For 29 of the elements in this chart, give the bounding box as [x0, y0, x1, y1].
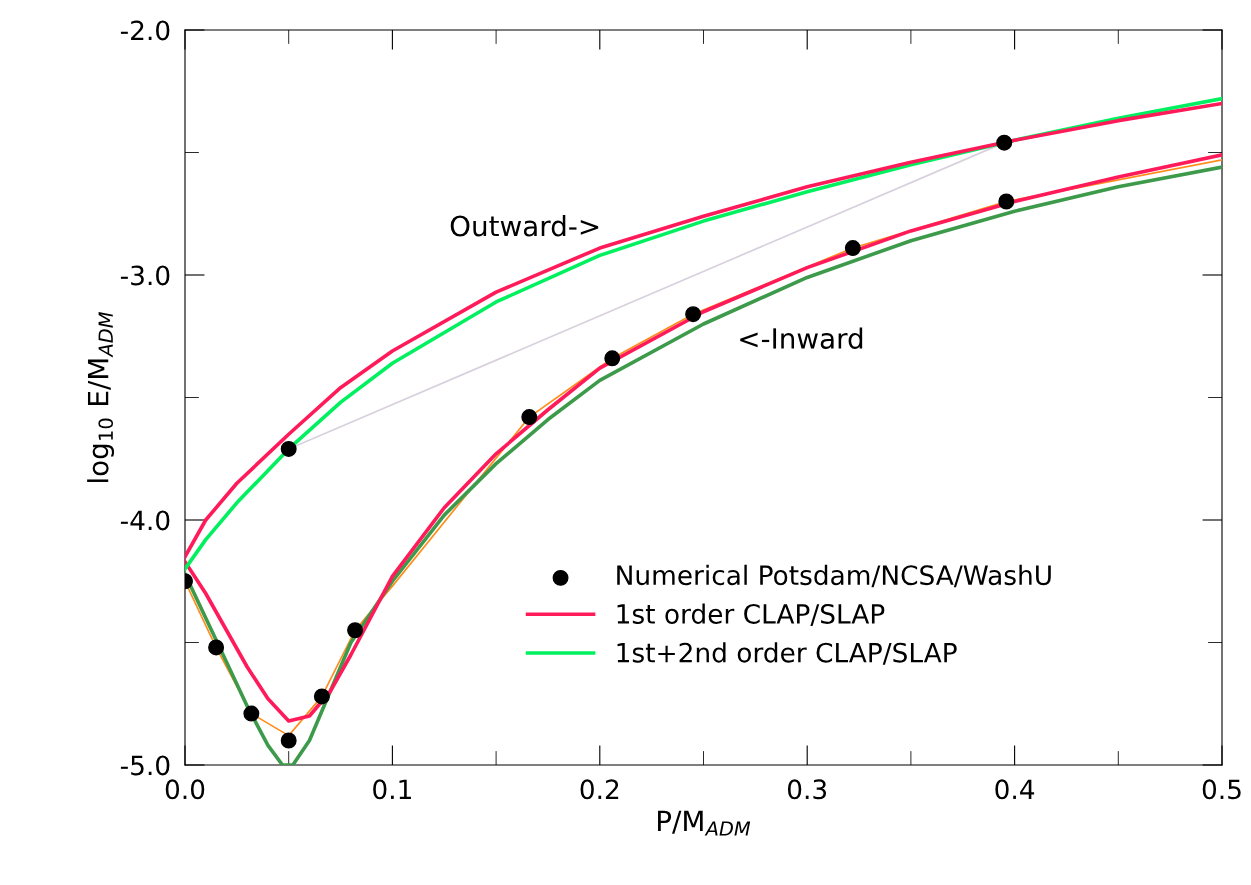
x-tick-label: 0.0 [165, 779, 205, 800]
y-tick-label: -4.0 [120, 510, 170, 531]
x-axis-title: P/M$_{ADM}$ [658, 810, 751, 836]
point [208, 639, 225, 656]
legend-label: 1st order CLAP/SLAP [617, 603, 885, 626]
point [604, 350, 621, 367]
point [313, 688, 330, 705]
y-axis-title: log$_{10}$ E/M$_{ADM}$ [87, 311, 115, 482]
point [280, 440, 297, 457]
point [685, 306, 702, 323]
point [347, 622, 364, 639]
annotation: <-Inward [740, 327, 863, 349]
x-tick-label: 0.3 [787, 779, 827, 800]
point [996, 134, 1013, 151]
x-tick-label: 0.2 [580, 779, 619, 800]
point [998, 193, 1015, 210]
legend-label: Numerical Potsdam/NCSA/WashU [617, 564, 1051, 588]
point [844, 240, 861, 257]
y-tick-label: -5.0 [120, 755, 170, 776]
point [243, 705, 260, 722]
x-tick-label: 0.5 [1202, 779, 1241, 800]
annotation: Outward-> [450, 215, 599, 237]
y-tick-label: -2.0 [120, 20, 170, 41]
point [521, 409, 538, 426]
legend-label: 1st+2nd order CLAP/SLAP [617, 642, 957, 665]
point [280, 732, 297, 749]
x-tick-label: 0.4 [995, 779, 1035, 800]
x-tick-label: 0.1 [373, 779, 411, 800]
y-tick-label: -3.0 [120, 265, 170, 286]
